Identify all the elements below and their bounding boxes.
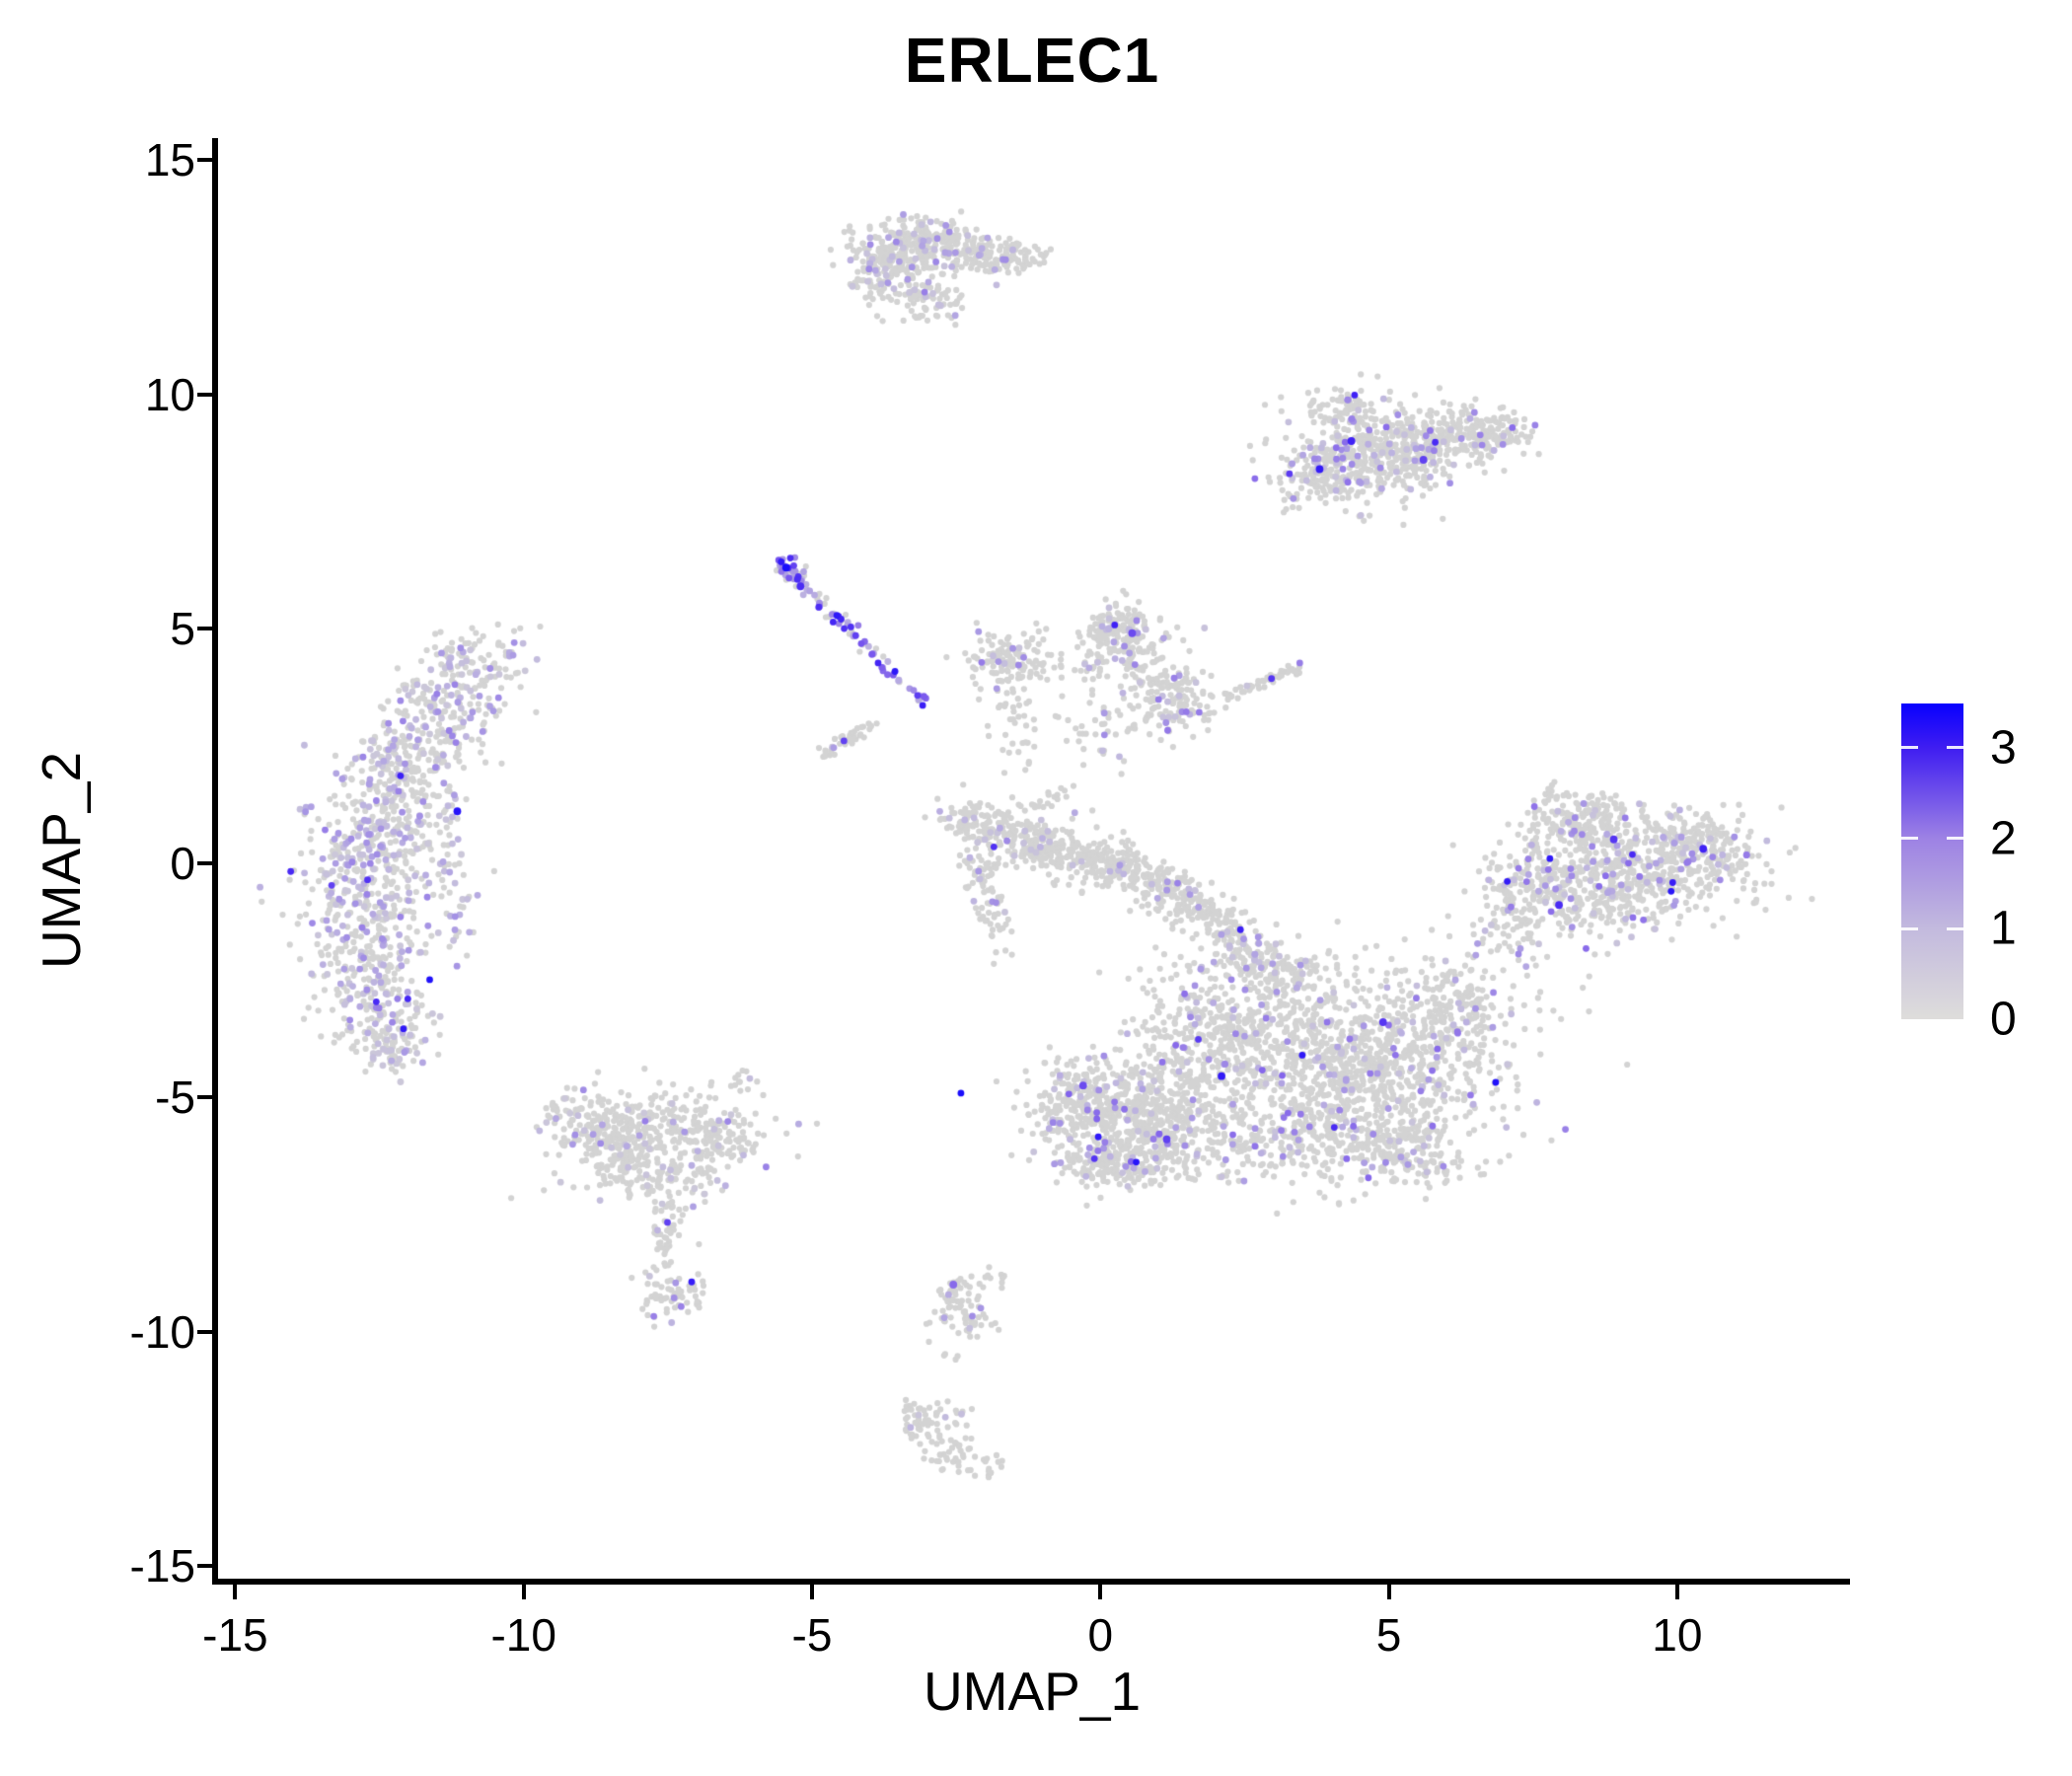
legend-tick-mark — [1947, 837, 1963, 841]
legend-tick-mark — [1901, 926, 1918, 930]
y-tick-label: 5 — [170, 603, 195, 654]
plot-title: ERLEC1 — [904, 25, 1160, 96]
x-tick-mark — [1098, 1585, 1103, 1599]
y-tick-mark — [197, 158, 212, 162]
y-tick-mark — [197, 392, 212, 397]
legend-tick-mark — [1901, 837, 1918, 841]
y-tick-mark — [197, 1564, 212, 1568]
y-tick-label: -15 — [129, 1540, 195, 1591]
x-tick-mark — [521, 1585, 526, 1599]
legend-tick-mark — [1947, 926, 1963, 930]
x-axis-line — [212, 1579, 1850, 1585]
x-tick-label: -10 — [490, 1609, 556, 1661]
x-tick-mark — [1674, 1585, 1679, 1599]
legend-tick-label: 0 — [1990, 993, 2017, 1046]
x-tick-label: -15 — [202, 1609, 268, 1661]
y-axis-label: UMAP_2 — [31, 751, 92, 970]
x-tick-mark — [233, 1585, 238, 1599]
y-tick-mark — [197, 627, 212, 630]
y-tick-label: 0 — [170, 837, 195, 889]
x-tick-mark — [810, 1585, 814, 1599]
y-axis-line — [212, 138, 218, 1585]
legend-tick-label: 1 — [1990, 902, 2017, 955]
legend-tick-label: 2 — [1990, 812, 2017, 865]
legend-tick-mark — [1901, 746, 1918, 750]
colorbar-gradient — [1901, 703, 1963, 1019]
y-tick-mark — [197, 860, 212, 865]
x-axis-label: UMAP_1 — [923, 1661, 1142, 1722]
y-tick-label: 15 — [144, 134, 195, 185]
x-tick-label: 5 — [1375, 1609, 1402, 1661]
x-tick-label: 10 — [1652, 1609, 1703, 1661]
legend-tick-label: 3 — [1990, 721, 2017, 775]
y-tick-label: -5 — [155, 1072, 195, 1123]
x-tick-label: 0 — [1087, 1609, 1114, 1661]
y-tick-mark — [197, 1329, 212, 1334]
x-tick-mark — [1386, 1585, 1391, 1599]
legend-tick-mark — [1947, 746, 1963, 750]
y-tick-mark — [197, 1095, 212, 1099]
y-tick-label: 10 — [144, 368, 195, 420]
y-tick-label: -10 — [129, 1305, 195, 1358]
x-tick-label: -5 — [791, 1609, 833, 1661]
